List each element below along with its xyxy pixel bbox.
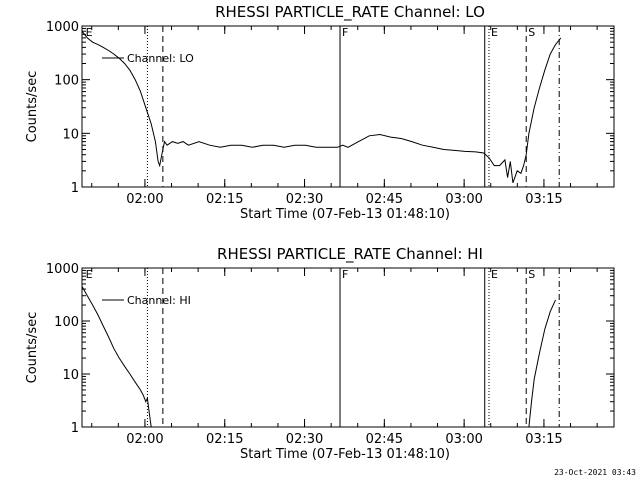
y-axis-label: Counts/sec [25, 71, 40, 143]
panel-lo: RHESSI PARTICLE_RATE Channel: LO 1 10 100 10… [25, 3, 615, 222]
chart-title: RHESSI PARTICLE_RATE Channel: HI [217, 245, 483, 264]
plot-frame [81, 25, 615, 188]
x-tick-label: 02:30 [286, 192, 323, 207]
panel-hi: RHESSI PARTICLE_RATE Channel: HI 1 10 100 10… [25, 245, 615, 462]
x-tick-label: 02:45 [366, 432, 403, 447]
y-tick-label: 1000 [46, 20, 79, 35]
event-marker-label: S [528, 268, 535, 281]
y-tick-label: 1 [71, 421, 79, 436]
event-marker-label: S [528, 26, 535, 39]
event-marker-label: E [86, 268, 93, 281]
generated-timestamp: 23-Oct-2021 03:43 [554, 468, 636, 477]
x-axis-label: Start Time (07-Feb-13 01:48:10) [240, 207, 450, 222]
x-tick-label: 02:00 [126, 192, 163, 207]
y-tick-label: 10 [62, 368, 79, 383]
x-tick-label: 02:15 [206, 432, 243, 447]
y-tick-label: 100 [54, 74, 79, 89]
event-marker-label: E [491, 26, 498, 39]
series-line-0 [82, 286, 152, 427]
x-tick-label: 02:15 [206, 192, 243, 207]
event-marker-label: E [491, 268, 498, 281]
x-tick-label: 02:00 [126, 432, 163, 447]
chart-title: RHESSI PARTICLE_RATE Channel: LO [215, 3, 485, 22]
x-tick-label: 03:00 [445, 432, 482, 447]
x-axis-label: Start Time (07-Feb-13 01:48:10) [240, 447, 450, 462]
x-tick-label: 02:45 [366, 192, 403, 207]
series-line-1 [528, 299, 556, 427]
x-tick-label: 03:00 [445, 192, 482, 207]
y-tick-label: 1000 [46, 262, 79, 277]
y-tick-label: 100 [54, 315, 79, 330]
event-marker-label: F [342, 268, 348, 281]
y-tick-label: 10 [62, 127, 79, 142]
legend-label: Channel: HI [127, 294, 191, 307]
plot-frame [81, 267, 615, 428]
event-marker-label: E [86, 26, 93, 39]
x-tick-label: 02:30 [286, 432, 323, 447]
x-tick-label: 03:15 [525, 192, 562, 207]
y-axis-label: Counts/sec [25, 312, 40, 384]
y-tick-label: 1 [71, 181, 79, 196]
series-line-0 [82, 30, 562, 183]
x-tick-label: 03:15 [525, 432, 562, 447]
event-marker-label: F [342, 26, 348, 39]
legend-label: Channel: LO [127, 52, 194, 65]
